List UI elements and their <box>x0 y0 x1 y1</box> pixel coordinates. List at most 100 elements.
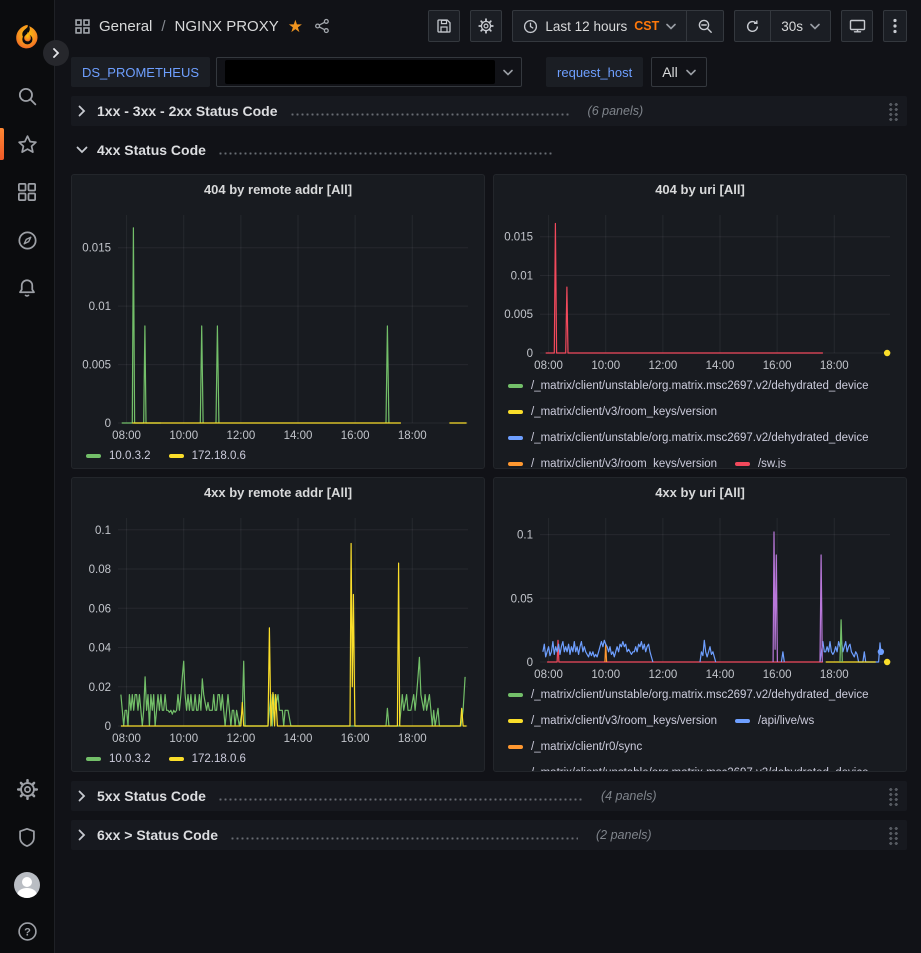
y-tick-label: 0.06 <box>89 603 111 615</box>
refresh-interval-picker[interactable]: 30s <box>771 10 831 42</box>
sidebar-item-server-admin[interactable] <box>0 813 55 861</box>
sidebar-item-alerting[interactable] <box>0 264 55 312</box>
series-line <box>772 531 778 663</box>
y-tick-label: 0 <box>105 418 111 430</box>
legend-item[interactable]: /_matrix/client/r0/sync <box>508 738 642 755</box>
time-picker-group: Last 12 hours CST <box>512 10 725 42</box>
panel-title[interactable]: 4xx by uri [All] <box>655 485 745 500</box>
legend-item[interactable]: /_matrix/client/v3/room_keys/version <box>508 712 717 729</box>
y-tick-label: 0.08 <box>89 564 111 576</box>
row-header-6xx[interactable]: 6xx > Status Code (2 panels) <box>71 820 907 850</box>
sidebar-item-starred[interactable] <box>0 120 55 168</box>
datasource-select[interactable] <box>216 57 523 87</box>
panel-4xx-by-uri: 4xx by uri [All] 08:00 10:00 12:00 14:00 16:… <box>493 477 907 772</box>
legend-item[interactable]: /_matrix/client/v3/room_keys/version <box>508 455 717 468</box>
series-end-dot <box>883 349 891 357</box>
y-tick-label: 0.015 <box>82 243 111 255</box>
chevron-right-icon <box>75 829 89 841</box>
row-drag-handle[interactable] <box>888 101 899 121</box>
breadcrumb-title[interactable]: NGINX PROXY <box>174 17 279 35</box>
legend-series-swatch <box>508 435 523 440</box>
dotted-leader <box>230 837 578 840</box>
legend-item[interactable]: /_matrix/client/unstable/org.matrix.msc2… <box>508 377 869 394</box>
timeseries-chart[interactable]: 08:00 10:00 12:00 14:00 16:00 18:00 0 0.02 0.04 0… <box>72 508 482 748</box>
share-icon[interactable] <box>314 18 330 34</box>
row-header-5xx[interactable]: 5xx Status Code (4 panels) <box>71 781 907 811</box>
sidebar-item-search[interactable] <box>0 72 55 120</box>
zoom-out-time-button[interactable] <box>687 10 725 42</box>
time-range-picker[interactable]: Last 12 hours CST <box>512 10 688 42</box>
chevron-right-icon <box>75 105 89 117</box>
legend-item[interactable]: 10.0.3.2 <box>86 750 151 767</box>
breadcrumb-section[interactable]: General <box>99 17 153 35</box>
y-tick-label: 0.05 <box>511 593 533 605</box>
gear-icon <box>478 18 495 34</box>
request-host-select[interactable]: All <box>651 57 707 87</box>
x-tick-label: 16:00 <box>341 733 370 745</box>
favorite-star-icon[interactable]: ★ <box>287 16 303 36</box>
y-tick-label: 0.01 <box>511 270 533 282</box>
x-tick-label: 12:00 <box>648 669 677 681</box>
panel-title[interactable]: 4xx by remote addr [All] <box>203 485 353 500</box>
legend-item[interactable]: /sw.js <box>734 455 787 469</box>
legend-item[interactable]: /_matrix/client/unstable/org.matrix.msc2… <box>508 764 869 771</box>
chart-legend: 10.0.3.2 172.18.0.6 <box>72 748 484 771</box>
row-panel-count: (4 panels) <box>600 789 657 803</box>
legend-series-label: /_matrix/client/r0/sync <box>531 740 643 753</box>
row-drag-handle[interactable] <box>888 825 899 845</box>
x-tick-label: 16:00 <box>341 430 370 442</box>
sidebar-expand-button[interactable] <box>43 40 69 66</box>
series-line <box>542 639 654 663</box>
sidebar-item-profile[interactable] <box>0 861 55 909</box>
dotted-leader <box>217 798 583 801</box>
legend-item[interactable]: /_matrix/client/unstable/org.matrix.msc2… <box>508 429 869 446</box>
dotted-leader <box>289 113 570 116</box>
legend-series-swatch <box>508 770 523 771</box>
x-tick-label: 18:00 <box>820 669 849 681</box>
grafana-logo[interactable] <box>0 12 55 64</box>
tv-mode-button[interactable] <box>841 10 873 42</box>
sidebar-item-help[interactable]: ? <box>0 909 55 953</box>
legend-series-label: /_matrix/client/v3/room_keys/version <box>531 714 717 727</box>
chevron-down-icon <box>75 146 89 154</box>
y-tick-label: 0.04 <box>89 643 112 655</box>
save-dashboard-button[interactable] <box>428 10 461 42</box>
x-tick-label: 12:00 <box>226 430 255 442</box>
variable-label-request-host: request_host <box>546 57 644 87</box>
refresh-button[interactable] <box>734 10 772 42</box>
legend-series-swatch <box>168 756 184 761</box>
legend-item[interactable]: 10.0.3.2 <box>86 447 151 464</box>
grafana-flame-icon <box>16 24 38 49</box>
variables-bar: DS_PROMETHEUS request_host All <box>55 52 921 92</box>
sidebar-item-explore[interactable] <box>0 216 55 264</box>
row-drag-handle[interactable] <box>888 786 899 806</box>
sidebar-item-configuration[interactable] <box>0 765 55 813</box>
timeseries-chart[interactable]: 08:00 10:00 12:00 14:00 16:00 18:00 0 0.05 0.1 <box>494 508 904 684</box>
x-tick-label: 08:00 <box>112 430 141 442</box>
row-header-4xx[interactable]: 4xx Status Code <box>71 135 907 165</box>
panel-title[interactable]: 404 by uri [All] <box>655 182 745 197</box>
legend-series-label: /_matrix/client/unstable/org.matrix.msc2… <box>531 688 869 701</box>
kebab-menu-icon <box>893 18 897 34</box>
x-tick-label: 10:00 <box>591 360 620 372</box>
legend-item[interactable]: 172.18.0.6 <box>168 750 246 767</box>
legend-item[interactable]: /_matrix/client/unstable/org.matrix.msc2… <box>508 686 869 703</box>
row-header-1xx-3xx-2xx[interactable]: 1xx - 3xx - 2xx Status Code (6 panels) <box>71 96 907 126</box>
legend-item[interactable]: /_matrix/client/v3/room_keys/version <box>508 403 717 420</box>
legend-series-swatch <box>508 744 523 749</box>
panel-title[interactable]: 404 by remote addr [All] <box>203 182 353 197</box>
zoom-out-icon <box>698 19 713 33</box>
legend-item[interactable]: 172.18.0.6 <box>168 447 246 464</box>
timeseries-chart[interactable]: 08:00 10:00 12:00 14:00 16:00 18:00 0 0.005 0.01… <box>494 205 904 375</box>
legend-item[interactable]: /api/live/ws <box>734 712 814 729</box>
y-tick-label: 0.02 <box>89 682 111 694</box>
series-line <box>215 325 220 424</box>
legend-series-swatch <box>508 692 523 697</box>
sidebar-item-dashboards[interactable] <box>0 168 55 216</box>
legend-series-label: /sw.js <box>757 457 787 469</box>
y-tick-label: 0 <box>527 348 533 360</box>
timeseries-chart[interactable]: 08:00 10:00 12:00 14:00 16:00 18:00 0 0.005 0.01… <box>72 205 482 445</box>
more-options-button[interactable] <box>883 10 907 42</box>
series-line <box>780 651 785 663</box>
dashboard-settings-button[interactable] <box>470 10 503 42</box>
